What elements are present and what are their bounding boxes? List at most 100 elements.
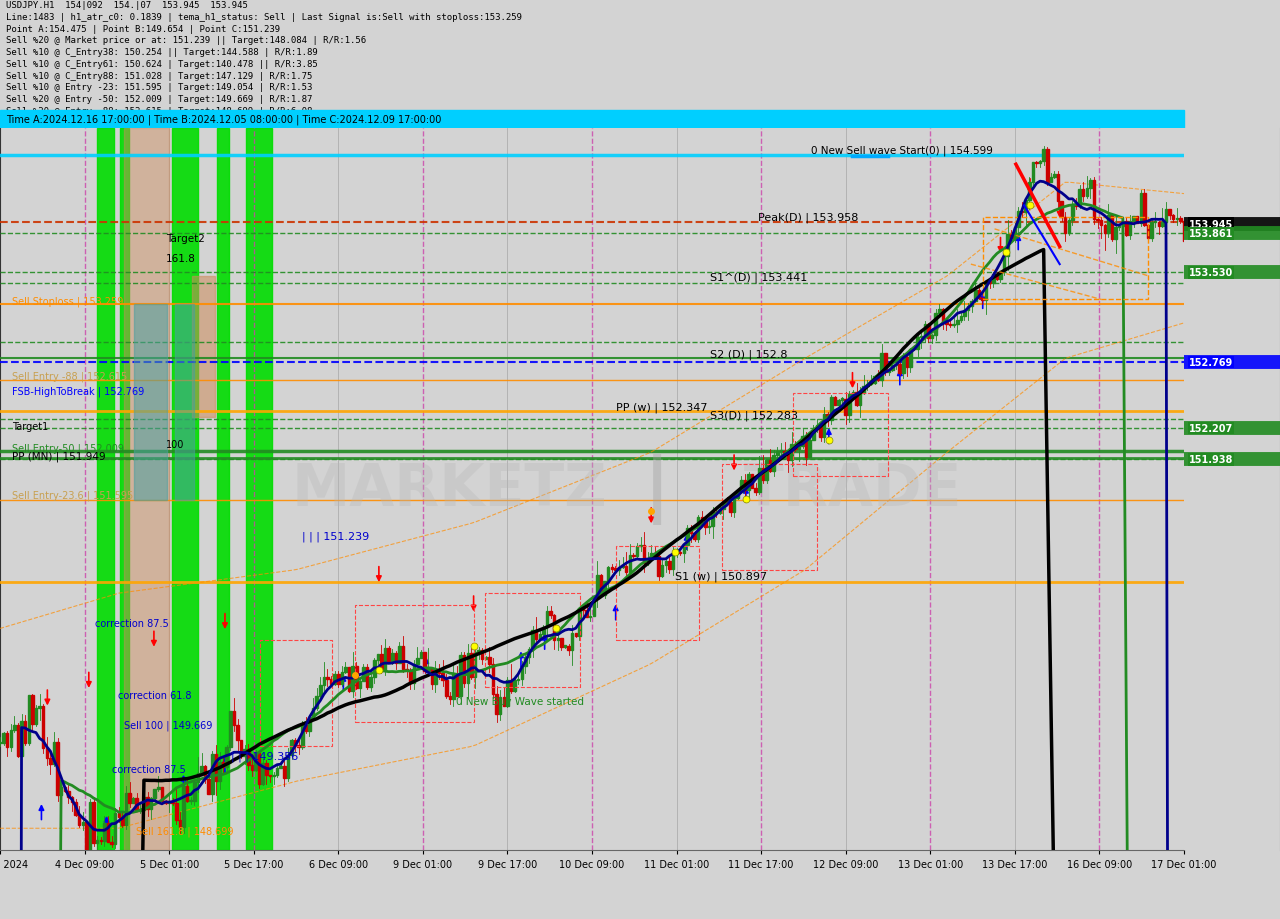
Bar <box>503 698 506 706</box>
Bar <box>92 802 95 844</box>
Bar <box>1010 235 1012 239</box>
Bar <box>406 669 408 671</box>
Bar <box>448 696 451 699</box>
Bar <box>239 741 242 756</box>
Bar <box>805 437 808 457</box>
Bar <box>273 775 275 777</box>
Bar <box>470 653 472 677</box>
Bar <box>337 675 339 684</box>
Text: 0 New Buy Wave started: 0 New Buy Wave started <box>456 697 584 707</box>
Bar <box>452 674 454 699</box>
Bar <box>456 674 458 696</box>
Bar <box>301 725 303 747</box>
Bar <box>1014 228 1016 239</box>
Bar <box>643 545 645 563</box>
Bar <box>751 474 754 488</box>
Bar <box>668 562 671 570</box>
Bar <box>716 512 717 513</box>
Bar <box>829 398 832 420</box>
Bar <box>49 758 51 765</box>
Bar <box>463 655 466 683</box>
Bar <box>362 667 365 681</box>
Bar <box>845 399 847 415</box>
Text: Target100: 149.669 -| Target 161: 148.699 -|| Target 261: 147.129 -|| Target 423: Target100: 149.669 -| Target 161: 148.69… <box>6 119 608 128</box>
Bar <box>416 658 419 664</box>
Text: Sell 161.8 | 148.699: Sell 161.8 | 148.699 <box>136 825 234 836</box>
Bar <box>672 555 675 570</box>
Bar <box>733 498 736 512</box>
Bar <box>96 840 99 844</box>
Bar <box>150 799 152 810</box>
Bar <box>1000 272 1002 279</box>
Bar <box>1097 220 1100 221</box>
Bar <box>118 813 120 817</box>
Text: 151.938: 151.938 <box>1189 455 1233 465</box>
Text: Sell %10 @ C_Entry61: 150.624 | Target:140.478 || R/R:3.85: Sell %10 @ C_Entry61: 150.624 | Target:1… <box>6 60 319 69</box>
Bar <box>948 324 951 325</box>
Bar <box>182 787 184 827</box>
Bar <box>168 801 170 803</box>
Bar <box>913 348 915 350</box>
Text: Sell %20 @ Market price or at: 151.239 || Target:148.084 | R/R:1.56: Sell %20 @ Market price or at: 151.239 |… <box>6 37 366 45</box>
Bar <box>340 672 343 684</box>
Text: Sell Stoploss | 153.259: Sell Stoploss | 153.259 <box>12 296 123 306</box>
Bar <box>192 277 215 417</box>
Bar <box>485 594 580 687</box>
Bar <box>581 608 584 610</box>
Bar <box>974 291 977 302</box>
Bar <box>315 696 317 709</box>
Bar <box>1078 189 1080 207</box>
Bar <box>434 671 436 685</box>
Bar <box>13 725 15 730</box>
Bar <box>996 275 998 279</box>
Bar <box>873 377 876 383</box>
Bar <box>964 311 965 316</box>
Bar <box>517 679 520 681</box>
Bar <box>140 810 142 811</box>
Bar <box>754 488 756 493</box>
Bar <box>545 611 548 628</box>
Bar <box>442 673 444 680</box>
Text: S3(D) | 152.283: S3(D) | 152.283 <box>710 410 799 420</box>
Bar <box>492 664 494 695</box>
Bar <box>579 608 581 636</box>
Text: correction 87.5: correction 87.5 <box>95 618 169 628</box>
Bar <box>884 354 887 373</box>
Bar <box>762 469 764 481</box>
Bar <box>1115 228 1117 239</box>
Bar <box>549 611 552 616</box>
Bar <box>527 649 530 658</box>
Bar <box>1036 163 1038 164</box>
Bar <box>841 399 844 400</box>
Bar <box>855 393 858 406</box>
Bar <box>783 451 786 455</box>
Bar <box>718 510 721 513</box>
Bar <box>1143 194 1146 226</box>
Bar <box>736 492 739 498</box>
Bar <box>571 634 573 651</box>
Bar <box>650 553 653 560</box>
Bar <box>712 513 714 526</box>
Bar <box>124 129 169 850</box>
Bar <box>370 677 372 686</box>
Bar <box>618 567 621 570</box>
Text: S1^(D) | 153.441: S1^(D) | 153.441 <box>710 273 808 283</box>
Text: S1 (w) | 150.897: S1 (w) | 150.897 <box>675 571 767 581</box>
Bar <box>219 762 220 781</box>
Bar <box>420 652 422 658</box>
Bar <box>179 821 182 827</box>
Bar <box>837 400 840 405</box>
Text: 153.530: 153.530 <box>1189 268 1233 278</box>
Bar <box>956 321 959 325</box>
Bar <box>172 801 174 803</box>
Bar <box>607 568 609 582</box>
Bar <box>506 680 508 706</box>
Bar <box>809 440 812 457</box>
Bar <box>676 553 678 555</box>
Bar <box>333 675 335 684</box>
Bar <box>690 528 692 534</box>
Bar <box>380 654 383 672</box>
Bar <box>312 709 315 719</box>
Bar <box>686 528 689 545</box>
Bar <box>1006 235 1009 256</box>
